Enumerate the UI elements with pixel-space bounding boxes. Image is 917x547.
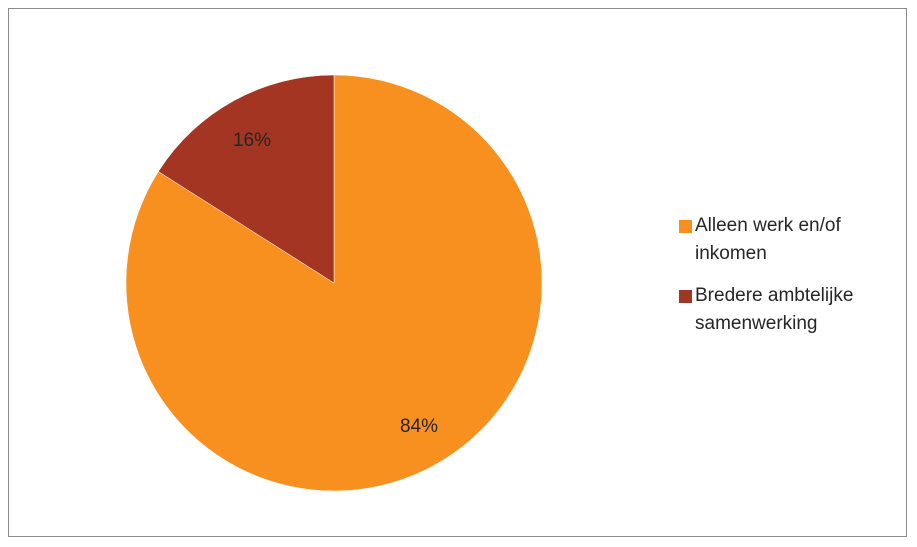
legend-swatch-orange (679, 220, 692, 233)
data-label-bredere-ambtelijke-samenwerking: 16% (233, 130, 271, 151)
legend: Alleen werk en/of inkomen Bredere ambtel… (679, 212, 911, 352)
legend-swatch-red (679, 290, 692, 303)
legend-item-alleen-werk-inkomen: Alleen werk en/of inkomen (679, 212, 911, 268)
legend-label: Alleen werk en/of inkomen (695, 215, 841, 264)
data-label-alleen-werk-inkomen: 84% (400, 416, 438, 437)
legend-item-bredere-ambtelijke-samenwerking: Bredere ambtelijke samenwerking (679, 282, 911, 338)
pie-slices (125, 74, 543, 492)
pie-slice-bredere-ambtelijke-samenwerking (158, 74, 335, 284)
legend-label: Bredere ambtelijke samenwerking (695, 285, 854, 334)
